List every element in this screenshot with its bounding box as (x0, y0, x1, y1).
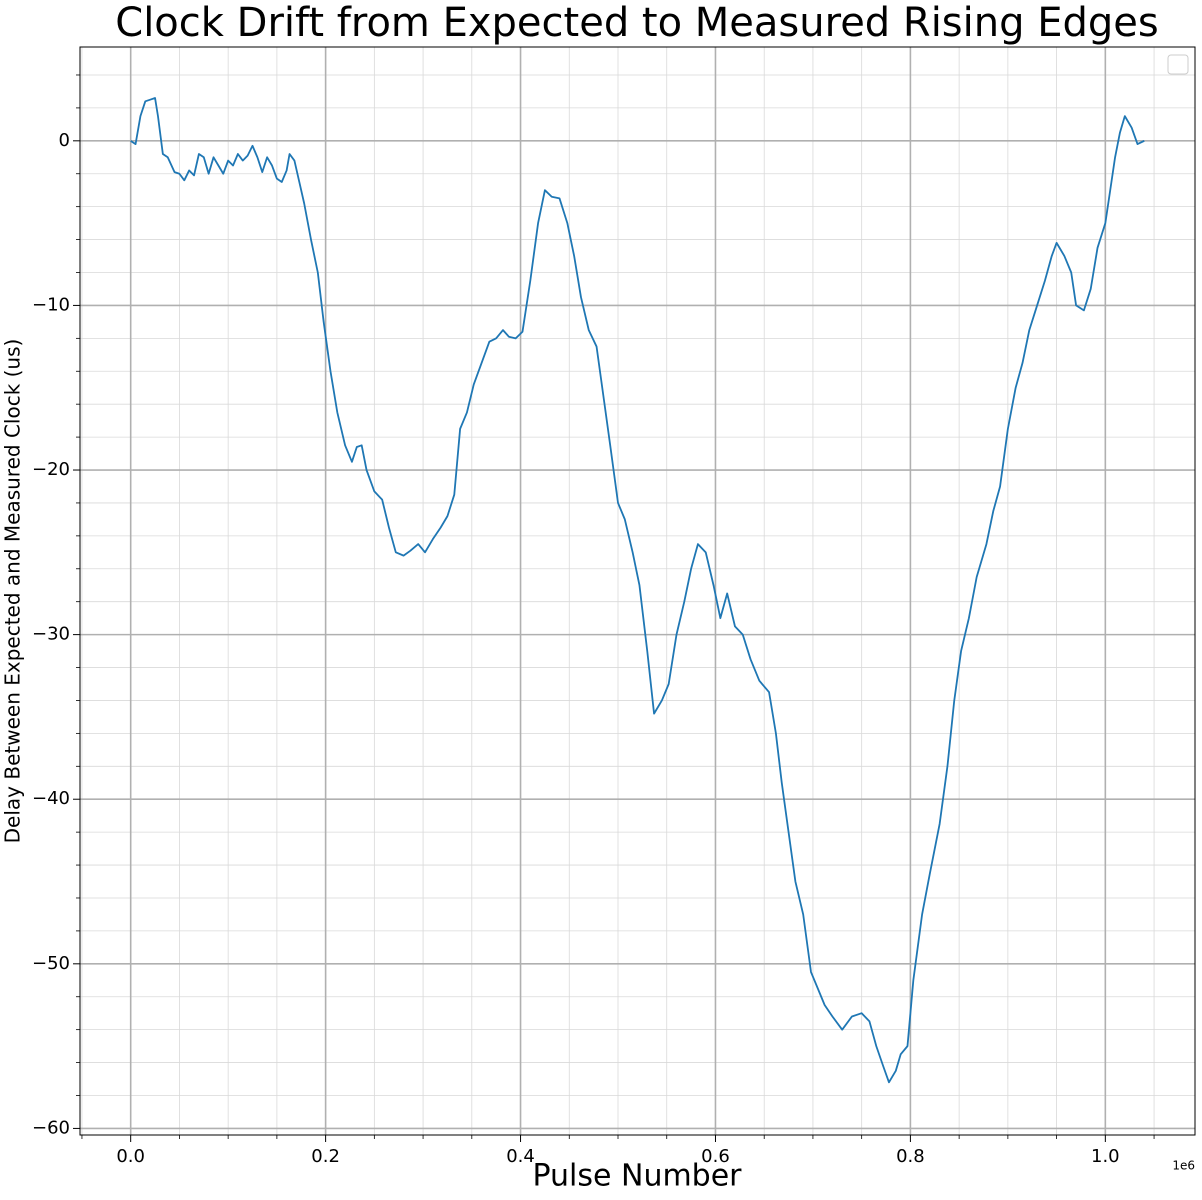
x-tick-label: 0.2 (311, 1146, 340, 1167)
y-tick-label: −50 (32, 953, 70, 974)
y-tick-label: −40 (32, 788, 70, 809)
x-tick-label: 0.0 (116, 1146, 145, 1167)
x-tick-label: 1.0 (1091, 1146, 1120, 1167)
data-line (130, 97, 1145, 1084)
y-tick-label: −60 (32, 1117, 70, 1138)
y-tick-label: −10 (32, 294, 70, 315)
plot-frame (79, 46, 1196, 1136)
y-tick-label: −30 (32, 624, 70, 645)
y-tick-label: 0 (59, 130, 70, 151)
y-axis-label: Delay Between Expected and Measured Cloc… (1, 339, 25, 844)
x-axis-label: Pulse Number (532, 1159, 742, 1194)
x-offset-label: 1e6 (1172, 1159, 1195, 1173)
x-tick-label: 0.8 (896, 1146, 925, 1167)
chart-title: Clock Drift from Expected to Measured Ri… (115, 0, 1158, 46)
legend-box (1167, 54, 1189, 75)
y-tick-label: −20 (32, 459, 70, 480)
x-tick-label: 0.4 (506, 1146, 535, 1167)
x-tick-label: 0.6 (701, 1146, 730, 1167)
